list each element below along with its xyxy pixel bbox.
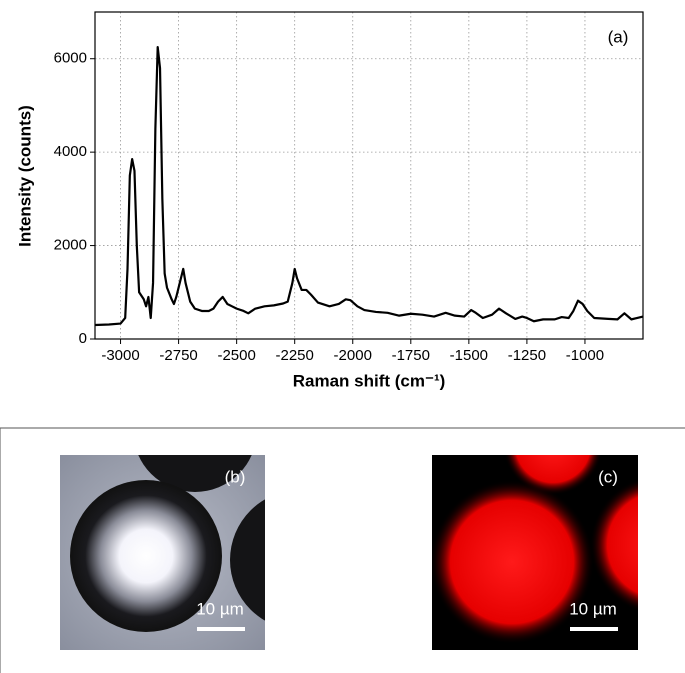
y-tick-label: 0 xyxy=(79,330,87,347)
image-panels: (b) 10 µm (c) 10 µm xyxy=(0,427,685,673)
spectrum-line xyxy=(94,45,644,327)
scale-bar-label: 10 µm xyxy=(569,599,617,618)
plot-frame xyxy=(94,11,644,340)
x-tick-label: -1250 xyxy=(508,347,546,364)
x-tick-label: -2250 xyxy=(276,347,314,364)
y-tick-label: 4000 xyxy=(54,143,87,160)
annotation: (a) xyxy=(608,27,629,46)
x-axis-title: Raman shift (cm⁻¹) xyxy=(293,371,446,390)
scale-bar-label: 10 µm xyxy=(196,599,244,618)
x-tick-label: -2500 xyxy=(217,347,255,364)
x-tick-label: -1750 xyxy=(392,347,430,364)
panel-border xyxy=(0,427,685,673)
micrograph-b xyxy=(60,455,265,650)
chart: Intensity (counts) Raman shift (cm⁻¹) (a… xyxy=(15,11,644,390)
scale-bar xyxy=(197,627,245,631)
x-tick-label: -2750 xyxy=(159,347,197,364)
x-tick-label: -3000 xyxy=(101,347,139,364)
micrograph-c xyxy=(432,455,638,650)
x-tick-label: -2000 xyxy=(334,347,372,364)
x-tick-label: -1500 xyxy=(450,347,488,364)
y-tick-label: 2000 xyxy=(54,237,87,254)
x-tick-label: -1000 xyxy=(566,347,604,364)
panel-label: (b) xyxy=(225,467,246,486)
panel-label: (c) xyxy=(598,467,618,486)
scale-bar xyxy=(570,627,618,631)
y-tick-label: 6000 xyxy=(54,50,87,67)
y-axis-title: Intensity (counts) xyxy=(15,105,34,247)
